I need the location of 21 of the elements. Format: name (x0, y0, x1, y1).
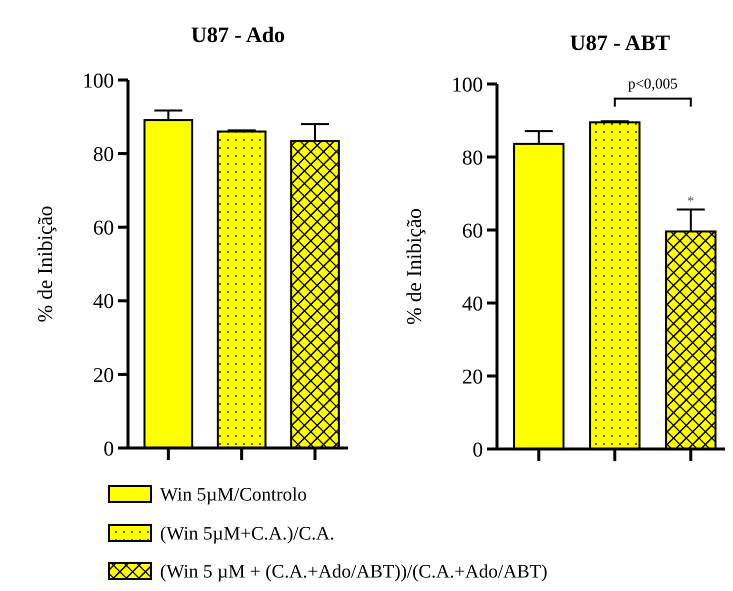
legend-label: (Win 5µM+C.A.)/C.A. (160, 524, 334, 545)
y-tick-label: 0 (104, 436, 114, 460)
y-tick-label: 100 (452, 72, 483, 96)
y-tick-label: 20 (93, 362, 114, 387)
y-axis-title: % de Inibição (33, 206, 57, 322)
chart-title: U87 - ABT (570, 30, 670, 55)
y-tick-label: 80 (93, 142, 114, 166)
y-tick-label: 0 (472, 437, 483, 462)
y-tick-label: 60 (93, 216, 114, 240)
y-axis-title: % de Inibição (402, 208, 426, 325)
y-tick-label: 40 (462, 291, 483, 316)
legend-label: (Win 5 µM + (C.A.+Ado/ABT))/(C.A.+Ado/ABT) (160, 562, 548, 583)
y-tick-label: 60 (462, 218, 483, 242)
y-tick-label: 80 (462, 145, 483, 170)
annotation: * (687, 194, 694, 210)
chart-title: U87 - Ado (190, 22, 286, 47)
y-tick-label: 20 (462, 364, 483, 388)
annotation: p<0,005 (628, 76, 678, 93)
legend-label: Win 5µM/Controlo (160, 484, 307, 506)
y-tick-label: 100 (82, 68, 114, 92)
y-tick-label: 40 (93, 289, 114, 314)
